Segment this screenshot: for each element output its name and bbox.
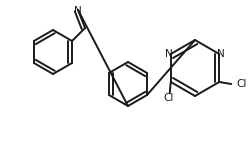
Text: Cl: Cl <box>235 79 246 89</box>
Text: N: N <box>164 49 172 59</box>
Text: N: N <box>74 6 82 16</box>
Text: Cl: Cl <box>163 93 173 103</box>
Text: N: N <box>216 49 224 59</box>
